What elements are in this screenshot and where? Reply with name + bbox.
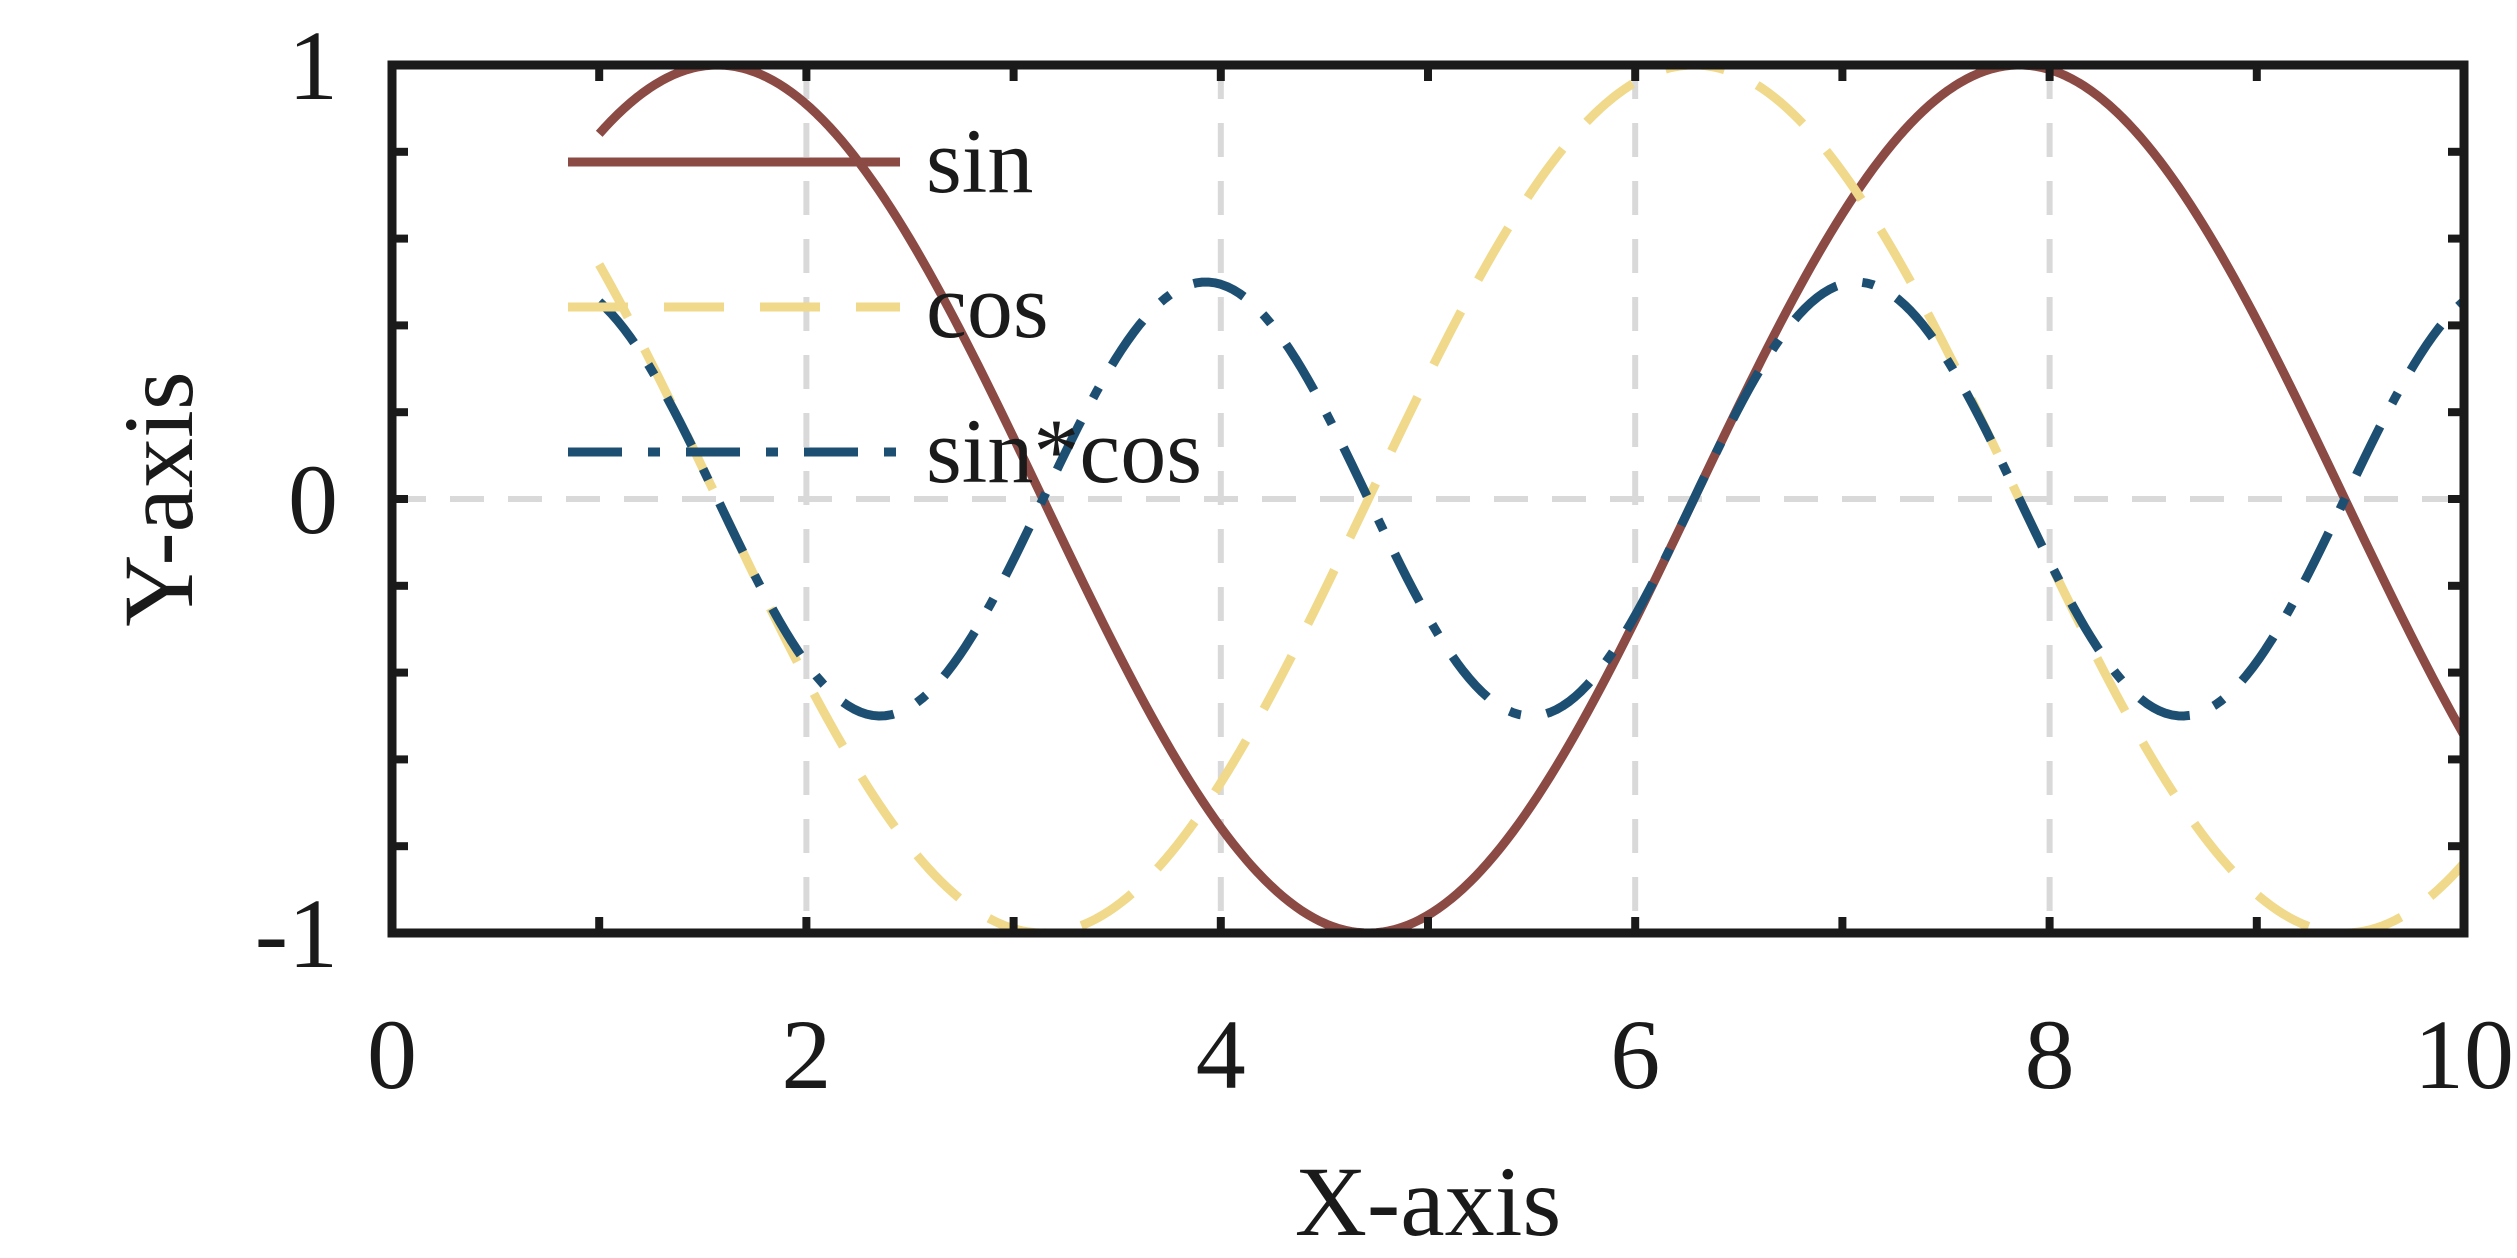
x-tick-label: 10	[2414, 999, 2514, 1110]
ticks	[388, 61, 2468, 937]
x-tick-label: 4	[1196, 999, 1246, 1110]
x-tick-label: 6	[1610, 999, 1660, 1110]
y-axis-title: Y-axis	[103, 371, 214, 627]
x-tick-label: 8	[2025, 999, 2075, 1110]
tick-labels: 0 2 4 6 8 10 -1 0 1	[255, 10, 2514, 1110]
legend: sin cos sin*cos	[568, 110, 1202, 502]
y-tick-label: -1	[255, 878, 338, 989]
legend-label: sin*cos	[926, 400, 1202, 502]
grid	[392, 65, 2464, 933]
y-tick-label: 0	[288, 444, 338, 555]
y-tick-label: 1	[288, 10, 338, 121]
series-group	[595, 65, 2464, 933]
plot-background	[392, 65, 2464, 933]
series-line-sin	[595, 65, 2464, 933]
series-line-sin-cos	[596, 277, 2464, 721]
series-line-cos	[595, 65, 2464, 933]
x-tick-label: 2	[781, 999, 831, 1110]
legend-label: sin	[926, 110, 1033, 212]
x-tick-label: 0	[367, 999, 417, 1110]
legend-label: cos	[926, 255, 1049, 357]
x-axis-title: X-axis	[1295, 1146, 1562, 1257]
